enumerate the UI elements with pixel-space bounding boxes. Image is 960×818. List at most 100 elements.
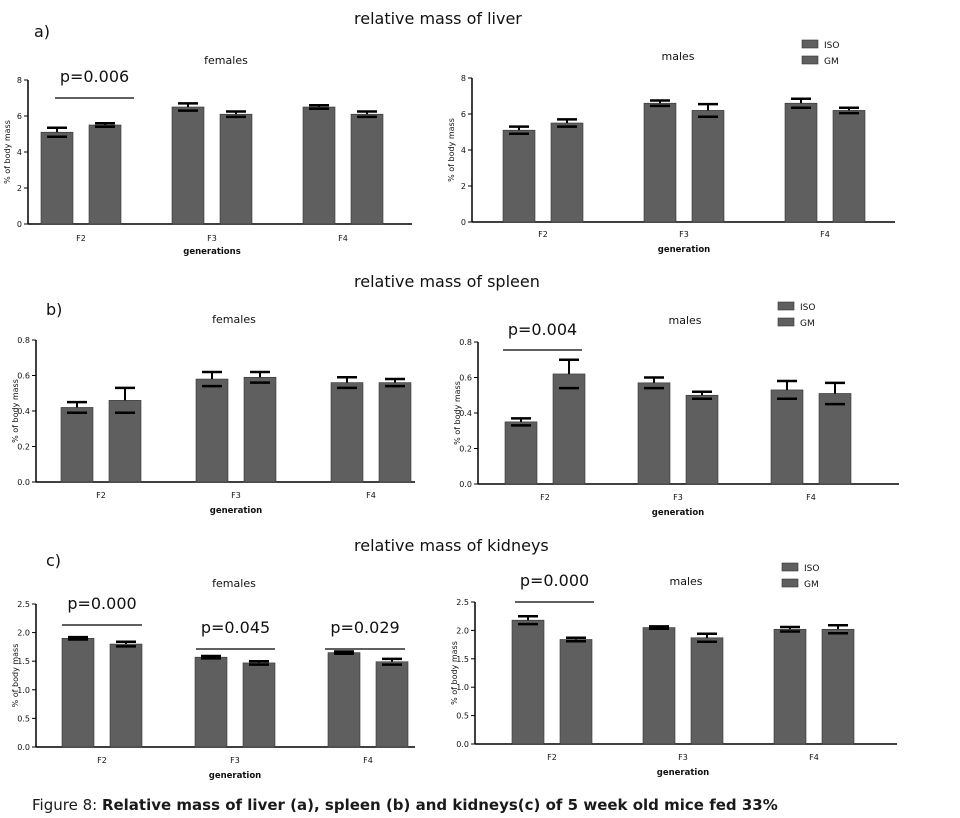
liver-females-y-label: % of body mass (3, 120, 12, 184)
liver-females-y-tick-label: 2 (17, 184, 22, 193)
liver-females-x-tick-label: F2 (76, 234, 86, 243)
section-title-spleen: relative mass of spleen (354, 272, 540, 291)
kidneys-males-x-tick-label: F3 (678, 753, 688, 762)
kidneys-males-y-label: % of body mass (450, 641, 459, 705)
liver-males-y-tick-label: 0 (461, 218, 466, 227)
spleen-females-y-tick-label: 0.2 (17, 443, 30, 452)
spleen-females-y-tick-label: 0.8 (17, 336, 30, 345)
spleen-males-bar (504, 421, 538, 485)
liver-males-y-tick-label: 4 (461, 146, 466, 155)
spleen-females-y-tick-label: 0.0 (17, 478, 30, 487)
liver-males-legend-label: GM (824, 57, 839, 67)
liver-females-bar (171, 106, 205, 225)
kidneys-males-bar (511, 619, 545, 745)
spleen-females-bar (330, 382, 364, 483)
liver-males-x-tick-label: F4 (820, 230, 830, 239)
liver-females-sig-label: p=0.006 (60, 67, 129, 86)
liver-females-bar (350, 113, 384, 225)
kidneys-males-y-tick-label: 0.0 (456, 740, 469, 749)
liver-males-x-title: generation (658, 245, 710, 255)
spleen-females-bar (60, 407, 94, 483)
kidneys-females-y-tick-label: 0.0 (17, 743, 30, 752)
liver-females-bar (302, 106, 336, 225)
liver-males-bar (550, 122, 584, 223)
liver-females-y-tick-label: 8 (17, 76, 22, 85)
liver-females-x-tick-label: F4 (338, 234, 348, 243)
spleen-males-y-tick-label: 0.6 (459, 374, 472, 383)
spleen-males-y-tick-label: 0.4 (459, 409, 472, 418)
spleen-males-y-tick-label: 0.0 (459, 480, 472, 489)
spleen-males-bar (770, 389, 804, 485)
liver-males-y-label: % of body mass (447, 118, 456, 182)
kidneys-females-bar (242, 662, 276, 748)
section-letter-a: a) (34, 22, 51, 41)
liver-males-x-tick-label: F2 (538, 230, 548, 239)
caption-bold: Relative mass of liver (a), spleen (b) a… (101, 796, 778, 814)
kidneys-females-y-label: % of body mass (11, 644, 20, 708)
liver-males-legend-label: ISO (824, 41, 839, 51)
kidneys-females-x-tick-label: F3 (230, 756, 240, 765)
liver-females-bar (88, 124, 122, 225)
kidneys-males-bar (642, 627, 676, 745)
kidneys-females-y-tick-label: 0.5 (17, 714, 30, 723)
kidneys-males-y-tick-label: 1.5 (456, 655, 469, 664)
liver-females-bar (219, 113, 253, 225)
spleen-males-bar (637, 382, 671, 485)
spleen-males-y-label: % of body mass (453, 381, 462, 445)
kidneys-males-title: males (669, 575, 702, 588)
spleen-females-x-tick-label: F4 (366, 491, 376, 500)
liver-males-legend-swatch (801, 55, 819, 65)
kidneys-males-x-tick-label: F4 (809, 753, 819, 762)
liver-females-y-tick-label: 0 (17, 220, 22, 229)
kidneys-females-y-tick-label: 1.0 (17, 686, 30, 695)
spleen-males-legend-label: ISO (800, 303, 815, 313)
kidneys-males-bar (690, 637, 724, 745)
kidneys-males-y-tick-label: 1.0 (456, 683, 469, 692)
spleen-males-y-tick-label: 0.8 (459, 338, 472, 347)
section-title-kidneys: relative mass of kidneys (354, 536, 549, 555)
kidneys-males-legend-label: ISO (804, 564, 819, 574)
liver-females-x-tick-label: F3 (207, 234, 217, 243)
kidneys-females-bar (61, 638, 95, 748)
spleen-females-bar (243, 376, 277, 483)
spleen-males-x-tick-label: F3 (673, 493, 683, 502)
spleen-males-legend-swatch (777, 301, 795, 311)
spleen-females-y-label: % of body mass (11, 379, 20, 443)
spleen-females-x-title: generation (210, 506, 262, 516)
liver-females-title: females (204, 54, 248, 67)
kidneys-females-bar (109, 643, 143, 748)
liver-males-y-tick-label: 2 (461, 182, 466, 191)
spleen-males-bar (552, 373, 586, 485)
kidneys-females-y-tick-label: 2.5 (17, 600, 30, 609)
liver-males-bar (691, 110, 725, 223)
section-letter-b: b) (46, 300, 63, 319)
section-title-liver: relative mass of liver (354, 9, 522, 28)
spleen-males-bar (685, 394, 719, 485)
kidneys-males-bar (773, 628, 807, 745)
caption-prefix: Figure 8: (32, 796, 102, 814)
spleen-males-legend-swatch (777, 317, 795, 327)
figure-caption: Figure 8: Relative mass of liver (a), sp… (32, 796, 778, 814)
liver-males-legend-swatch (801, 39, 819, 49)
spleen-males-x-title: generation (652, 508, 704, 518)
kidneys-females-bar (194, 656, 228, 748)
liver-females-y-tick-label: 4 (17, 148, 22, 157)
kidneys-males-y-tick-label: 2.0 (456, 626, 469, 635)
kidneys-females-sig-label: p=0.029 (330, 618, 399, 637)
liver-males-bar (784, 102, 818, 223)
spleen-females-y-tick-label: 0.6 (17, 372, 30, 381)
charts-canvas: 0 2 4 6 8 % of body mass females F2 F3 F4 generati… (3, 39, 899, 781)
spleen-females-x-tick-label: F2 (96, 491, 106, 500)
kidneys-females-x-tick-label: F4 (363, 756, 373, 765)
kidneys-females-bar (375, 661, 409, 748)
kidneys-males-x-title: generation (657, 768, 709, 778)
liver-males-title: males (661, 50, 694, 63)
spleen-males-y-tick-label: 0.2 (459, 445, 472, 454)
spleen-females-bar (195, 378, 229, 483)
spleen-females-x-tick-label: F3 (231, 491, 241, 500)
spleen-males-x-tick-label: F4 (806, 493, 816, 502)
liver-males-y-tick-label: 6 (461, 110, 466, 119)
kidneys-males-x-tick-label: F2 (547, 753, 557, 762)
liver-males-bar (502, 129, 536, 223)
kidneys-females-sig-label: p=0.045 (201, 618, 270, 637)
